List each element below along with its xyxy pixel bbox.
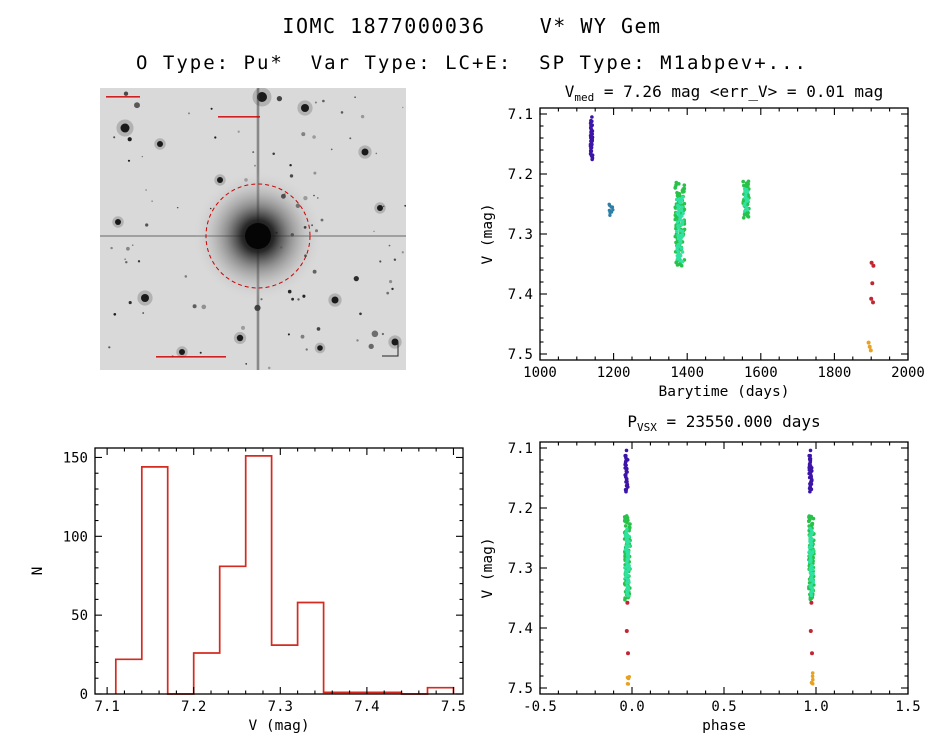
cluster-epoch-2-blue <box>607 202 615 217</box>
cluster-p0-teal <box>623 527 631 598</box>
annotation-text-mark <box>156 356 226 358</box>
phase-curve-ytick: 7.2 <box>508 501 533 517</box>
histogram-xtick: 7.5 <box>441 699 466 715</box>
cluster-p1-purple <box>807 453 814 494</box>
histogram-tick-labels: 7.1 7.2 7.3 7.4 7.5 0 50 100 150 <box>63 450 466 715</box>
orientation-mark <box>382 342 399 357</box>
cluster-epoch-3-teal <box>674 195 685 264</box>
cluster-p1-orange <box>809 671 815 686</box>
lightcurve-ytick: 7.1 <box>508 107 533 123</box>
histogram-frame <box>94 447 464 695</box>
phase-curve-ylabel: V (mag) <box>480 537 496 598</box>
cluster-epoch-1-purple <box>588 118 595 162</box>
phase-curve-xtick: -0.5 <box>523 699 557 715</box>
lightcurve-data <box>588 115 876 353</box>
histogram-data <box>114 455 455 695</box>
lightcurve-xtick: 1000 <box>523 365 557 381</box>
phase-curve-xtick: 0.0 <box>619 699 644 715</box>
lightcurve-title: Vmed = 7.26 mag <err_V> = 0.01 mag <box>565 82 884 104</box>
histogram-ytick: 50 <box>71 608 88 624</box>
phase-curve-xtick: 1.5 <box>895 699 920 715</box>
points-late-orange <box>866 340 873 353</box>
phase-curve-tick-labels: -0.5 0.0 0.5 1.0 1.5 7.1 7.2 7.3 7.4 7.5 <box>508 441 921 715</box>
lightcurve-tick-labels: 1000 1200 1400 1600 1800 2000 7.1 7.2 7.3 7.4 7.5 <box>508 107 925 381</box>
histogram-ytick: 100 <box>63 529 88 545</box>
lightcurve-frame <box>539 107 909 361</box>
phase-curve-ticks <box>539 442 909 694</box>
points-phase-purple-top <box>624 448 813 453</box>
lightcurve-ytick: 7.4 <box>508 287 533 303</box>
points-outlier-top <box>590 115 594 119</box>
points-phase-red <box>624 600 814 656</box>
finding-chart-image <box>100 88 406 370</box>
page-subtitle: O Type: Pu* Var Type: LC+E: SP Type: M1a… <box>136 52 808 74</box>
cluster-p1-teal <box>807 526 815 598</box>
annotation-text-mark <box>218 116 260 118</box>
lightcurve-ylabel: V (mag) <box>480 203 496 264</box>
target-star-core <box>245 223 271 249</box>
lightcurve-xtick: 2000 <box>891 365 925 381</box>
phase-curve-xlabel: phase <box>702 718 746 734</box>
annotation-text-mark <box>106 96 140 98</box>
phase-curve-ytick: 7.1 <box>508 441 533 457</box>
photometric-aperture-circle <box>205 183 311 289</box>
lightcurve-xtick: 1400 <box>670 365 704 381</box>
histogram-xtick: 7.2 <box>181 699 206 715</box>
lightcurve-ytick: 7.3 <box>508 227 533 243</box>
page-title: IOMC 1877000036 V* WY Gem <box>282 14 662 38</box>
phase-curve-xtick: 1.0 <box>803 699 828 715</box>
phase-curve-ytick: 7.4 <box>508 621 533 637</box>
lightcurve-ytick: 7.2 <box>508 167 533 183</box>
histogram-ticks <box>95 448 463 695</box>
magnitude-histogram-plot: 7.1 7.2 7.3 7.4 7.5 0 50 100 150 V (mag) N <box>30 447 466 734</box>
histogram-xlabel: V (mag) <box>248 718 309 734</box>
histogram-step-outline <box>114 455 455 695</box>
cluster-p0-orange <box>625 675 631 686</box>
phase-folded-plot: -0.5 0.0 0.5 1.0 1.5 7.1 7.2 7.3 7.4 7.5 phase V (m… <box>480 412 921 734</box>
cluster-epoch-4-teal <box>742 187 750 213</box>
points-late-red <box>869 260 876 305</box>
lightcurve-xtick: 1600 <box>744 365 778 381</box>
phase-curve-ytick: 7.5 <box>508 681 533 697</box>
lightcurve-plot: 1000 1200 1400 1600 1800 2000 7.1 7.2 7.3 7.4 7.5 B… <box>480 82 925 400</box>
histogram-xtick: 7.1 <box>94 699 119 715</box>
lightcurve-xlabel: Barytime (days) <box>659 384 790 400</box>
histogram-ylabel: N <box>30 567 46 576</box>
cluster-p0-purple <box>623 453 630 494</box>
phase-curve-data <box>622 448 816 686</box>
lightcurve-xtick: 1200 <box>597 365 631 381</box>
lightcurve-ytick: 7.5 <box>508 347 533 363</box>
histogram-ytick: 150 <box>63 450 88 466</box>
phase-curve-frame <box>539 441 909 695</box>
histogram-xtick: 7.4 <box>354 699 379 715</box>
phase-curve-title: PVSX = 23550.000 days <box>627 412 820 434</box>
phase-curve-xtick: 0.5 <box>711 699 736 715</box>
lightcurve-xtick: 1800 <box>818 365 852 381</box>
lightcurve-ticks <box>539 108 909 360</box>
phase-curve-ytick: 7.3 <box>508 561 533 577</box>
histogram-ytick: 0 <box>80 687 88 703</box>
histogram-xtick: 7.3 <box>268 699 293 715</box>
